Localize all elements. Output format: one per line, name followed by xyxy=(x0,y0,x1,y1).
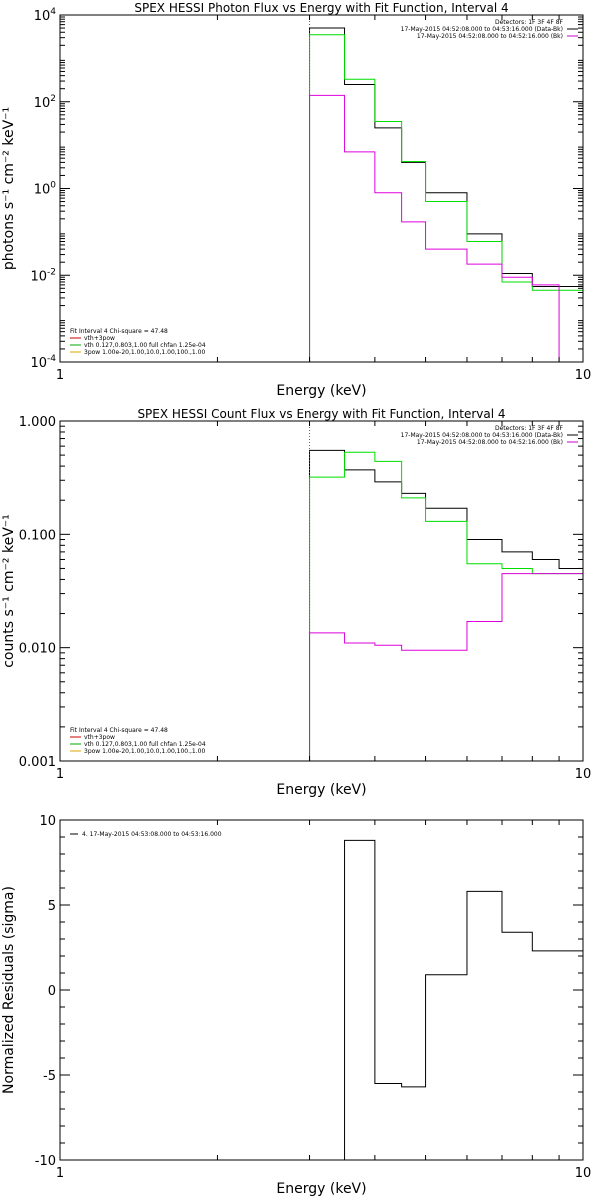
series-line-2 xyxy=(309,451,583,761)
y-tick-label: 5 xyxy=(48,899,56,914)
series-line-1 xyxy=(309,449,583,761)
series-line-1 xyxy=(309,27,583,362)
legend-entry: 17-May-2015 04:52:08.000 to 04:53:16.000… xyxy=(401,432,563,439)
x-tick-label: 10 xyxy=(575,368,592,383)
x-axis-label: Energy (keV) xyxy=(276,383,366,399)
series-line-1 xyxy=(309,839,583,1161)
plot-frame xyxy=(59,420,584,762)
y-tick-label: 0 xyxy=(48,984,56,999)
y-tick-label: 1.000 xyxy=(19,415,56,430)
series-line-3 xyxy=(309,94,583,363)
legend-entry: 17-May-2015 04:52:08.000 to 04:52:16.000… xyxy=(417,439,563,446)
legend-entry: vth 0.127,0.803,1.00 full chfan 1.25e-04 xyxy=(84,342,206,349)
legend-entry: Fit Interval 4 Chi-square = 47.48 xyxy=(70,727,168,734)
y-axis-label: photons s⁻¹ cm⁻² keV⁻¹ xyxy=(1,107,17,270)
x-tick-label: 1 xyxy=(56,767,64,782)
y-axis-label: Normalized Residuals (sigma) xyxy=(1,886,17,1094)
x-tick-label: 10 xyxy=(575,767,592,782)
plot-frame xyxy=(59,819,584,1161)
y-tick-label: 0.010 xyxy=(19,642,56,657)
legend-entry: vth 0.127,0.803,1.00 full chfan 1.25e-04 xyxy=(84,741,206,748)
series-line-3 xyxy=(309,573,583,761)
legend-entry: Fit Interval 4 Chi-square = 47.48 xyxy=(70,328,168,335)
x-axis-label: Energy (keV) xyxy=(276,1181,366,1197)
legend-entry: 17-May-2015 04:52:08.000 to 04:52:16.000… xyxy=(417,33,563,40)
legend-entry: Detectors: 1F 3F 4F 8F xyxy=(495,19,564,26)
y-tick-label: 104 xyxy=(34,7,57,24)
y-tick-label: 0.100 xyxy=(19,528,56,543)
y-axis-label: counts s⁻¹ cm⁻² keV⁻¹ xyxy=(1,514,17,668)
plot-frame xyxy=(59,14,584,363)
y-tick-label: -5 xyxy=(43,1069,56,1084)
y-tick-label: 102 xyxy=(34,94,56,111)
y-tick-label: 100 xyxy=(34,181,57,198)
legend-entry: 3pow 1.00e-20,1.00,10.0,1.00,100.,1.00 xyxy=(84,748,205,755)
y-tick-label: 10-2 xyxy=(30,267,56,284)
legend-entry: Detectors: 1F 3F 4F 8F xyxy=(495,425,564,432)
x-axis-label: Energy (keV) xyxy=(276,782,366,798)
chart-panel-3: 1 10 10 5 0 -5 -10 Energy (keV) Normalized Resid… xyxy=(1,814,591,1197)
y-tick-label: 10 xyxy=(39,814,56,829)
chart-panel-2: SPEX HESSI Count Flux vs Energy with Fit… xyxy=(1,407,591,798)
x-tick-label: 10 xyxy=(575,1166,592,1181)
chart-title: SPEX HESSI Count Flux vs Energy with Fit… xyxy=(137,407,505,421)
legend-entry: 3pow 1.00e-20,1.00,10.0,1.00,100.,1.00 xyxy=(84,349,205,356)
chart-title: SPEX HESSI Photon Flux vs Energy with Fi… xyxy=(134,1,508,15)
legend-entry: 17-May-2015 04:52:08.000 to 04:53:16.000… xyxy=(401,26,563,33)
series-line-2 xyxy=(309,34,583,362)
x-tick-label: 1 xyxy=(56,368,64,383)
legend-entry: vth+3pow xyxy=(84,734,115,741)
legend-entry: 4. 17-May-2015 04:53:08.000 to 04:53:16.… xyxy=(82,831,222,838)
x-tick-label: 1 xyxy=(56,1166,64,1181)
chart-panel-1: SPEX HESSI Photon Flux vs Energy with Fi… xyxy=(1,1,591,399)
y-tick-label: 0.001 xyxy=(19,755,56,770)
legend-entry: vth+3pow xyxy=(84,335,115,342)
y-tick-label: 10-4 xyxy=(30,354,56,371)
y-tick-label: -10 xyxy=(35,1154,56,1169)
